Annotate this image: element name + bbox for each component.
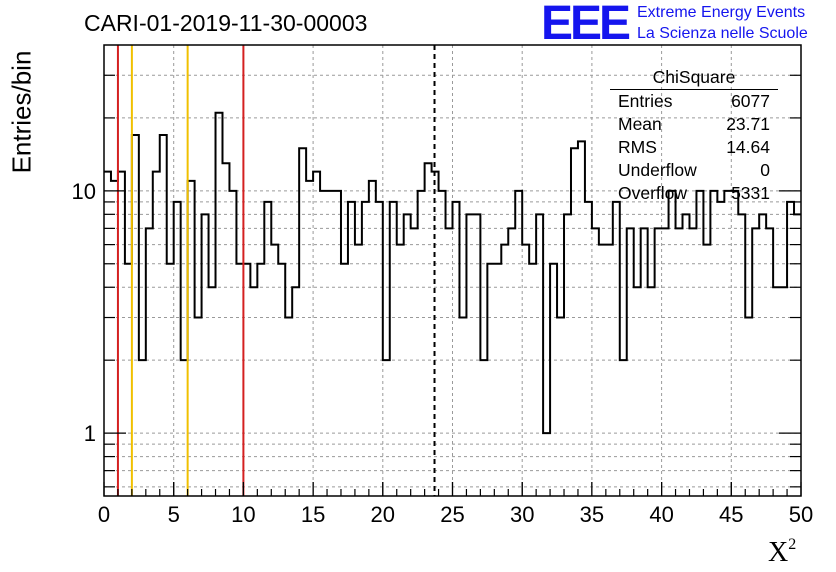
eee-logo: EEE <box>541 0 631 50</box>
stats-title: ChiSquare <box>610 66 778 90</box>
logo-line-2: La Scienza nelle Scuole <box>637 25 808 42</box>
eee-logo-text: Extreme Energy Events La Scienza nelle S… <box>637 2 808 44</box>
y-tick-label: 1 <box>84 421 96 446</box>
x-tick-label: 10 <box>231 502 255 527</box>
stats-value: 23.71 <box>726 114 770 134</box>
stats-row-entries: Entries 6077 <box>610 90 778 113</box>
stats-row-overflow: Overflow 5331 <box>610 182 778 205</box>
y-axis-label: Entries/bin <box>6 50 37 174</box>
stats-value: 14.64 <box>726 137 770 157</box>
x-tick-label: 35 <box>580 502 604 527</box>
x-tick-label: 40 <box>649 502 673 527</box>
x-tick-label: 0 <box>98 502 110 527</box>
x-axis-label-superscript: 2 <box>788 536 797 553</box>
stats-row-rms: RMS 14.64 <box>610 136 778 159</box>
stats-row-underflow: Underflow 0 <box>610 159 778 182</box>
x-tick-label: 5 <box>168 502 180 527</box>
stats-label: RMS <box>618 137 657 157</box>
logo-line-1: Extreme Energy Events <box>637 4 806 21</box>
stats-value: 0 <box>760 160 770 180</box>
chart-title: CARI-01-2019-11-30-00003 <box>84 10 368 36</box>
x-tick-label: 45 <box>719 502 743 527</box>
stats-row-mean: Mean 23.71 <box>610 113 778 136</box>
x-tick-label: 20 <box>371 502 395 527</box>
x-tick-label: 15 <box>301 502 325 527</box>
x-tick-label: 30 <box>510 502 534 527</box>
histogram-series <box>104 111 801 435</box>
x-tick-label: 50 <box>789 502 813 527</box>
stats-label: Overflow <box>618 183 688 203</box>
stats-label: Entries <box>618 91 673 111</box>
stats-value: 5331 <box>731 183 770 203</box>
stats-label: Mean <box>618 114 662 134</box>
y-tick-label: 10 <box>72 179 96 204</box>
stats-label: Underflow <box>618 160 697 180</box>
x-tick-label: 25 <box>440 502 464 527</box>
x-axis-label: X2 <box>768 536 796 569</box>
stats-box: ChiSquare Entries 6077 Mean 23.71 RMS 14.64… <box>610 66 778 205</box>
stats-rows: Entries 6077 Mean 23.71 RMS 14.64 Underflow… <box>610 90 778 205</box>
x-axis-label-base: X <box>768 537 789 568</box>
stats-value: 6077 <box>731 91 770 111</box>
